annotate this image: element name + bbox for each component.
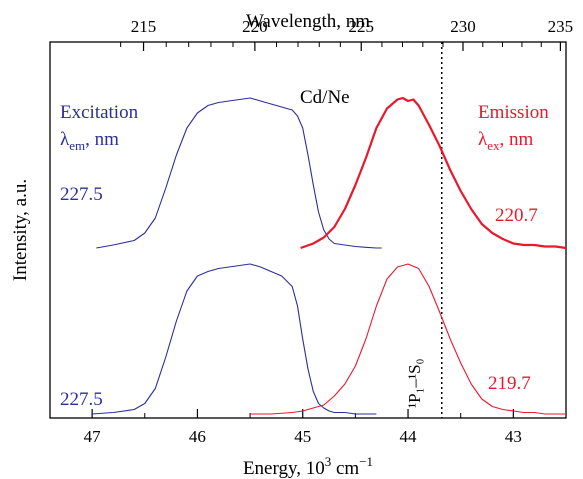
x-tick-label: 44 bbox=[400, 427, 418, 446]
x2-tick-label: 235 bbox=[548, 17, 574, 36]
excitation-lambda: λem, nm bbox=[60, 129, 119, 153]
plot-frame bbox=[49, 41, 567, 419]
series-group bbox=[92, 96, 567, 415]
x2-tick-label: 220 bbox=[242, 17, 268, 36]
top-axis-title: Wavelength, nm bbox=[246, 11, 370, 32]
upper-excitation-line bbox=[96, 97, 382, 249]
upper-emission-line bbox=[300, 96, 567, 250]
x2-tick-label: 225 bbox=[348, 17, 374, 36]
upper-excitation-value: 227.5 bbox=[60, 184, 103, 205]
emission-label: Emission bbox=[478, 102, 549, 123]
x-tick-label: 43 bbox=[505, 427, 522, 446]
lower-emission-line bbox=[250, 263, 566, 415]
x2-tick-label: 230 bbox=[450, 17, 476, 36]
chart-title: Cd/Ne bbox=[300, 87, 350, 108]
lower-excitation-value: 227.5 bbox=[60, 389, 103, 410]
x-tick-label: 47 bbox=[84, 427, 102, 446]
x2-tick-label: 215 bbox=[131, 17, 157, 36]
lower-emission-value: 219.7 bbox=[488, 373, 531, 394]
emission-lambda: λex, nm bbox=[478, 129, 534, 153]
excitation-label: Excitation bbox=[60, 102, 139, 123]
axis-ticks: 47 46 45 44 43 215 220 225 230 235 bbox=[84, 17, 574, 446]
y-axis-title: Intensity, a.u. bbox=[10, 179, 31, 281]
x-tick-label: 45 bbox=[294, 427, 311, 446]
transition-label: ¹P₁–¹S₀ bbox=[405, 358, 424, 408]
upper-emission-value: 220.7 bbox=[495, 205, 538, 226]
lower-excitation-line bbox=[92, 263, 377, 415]
bottom-axis-title: Energy, 103 cm−1 bbox=[243, 454, 373, 479]
x-tick-label: 46 bbox=[189, 427, 206, 446]
